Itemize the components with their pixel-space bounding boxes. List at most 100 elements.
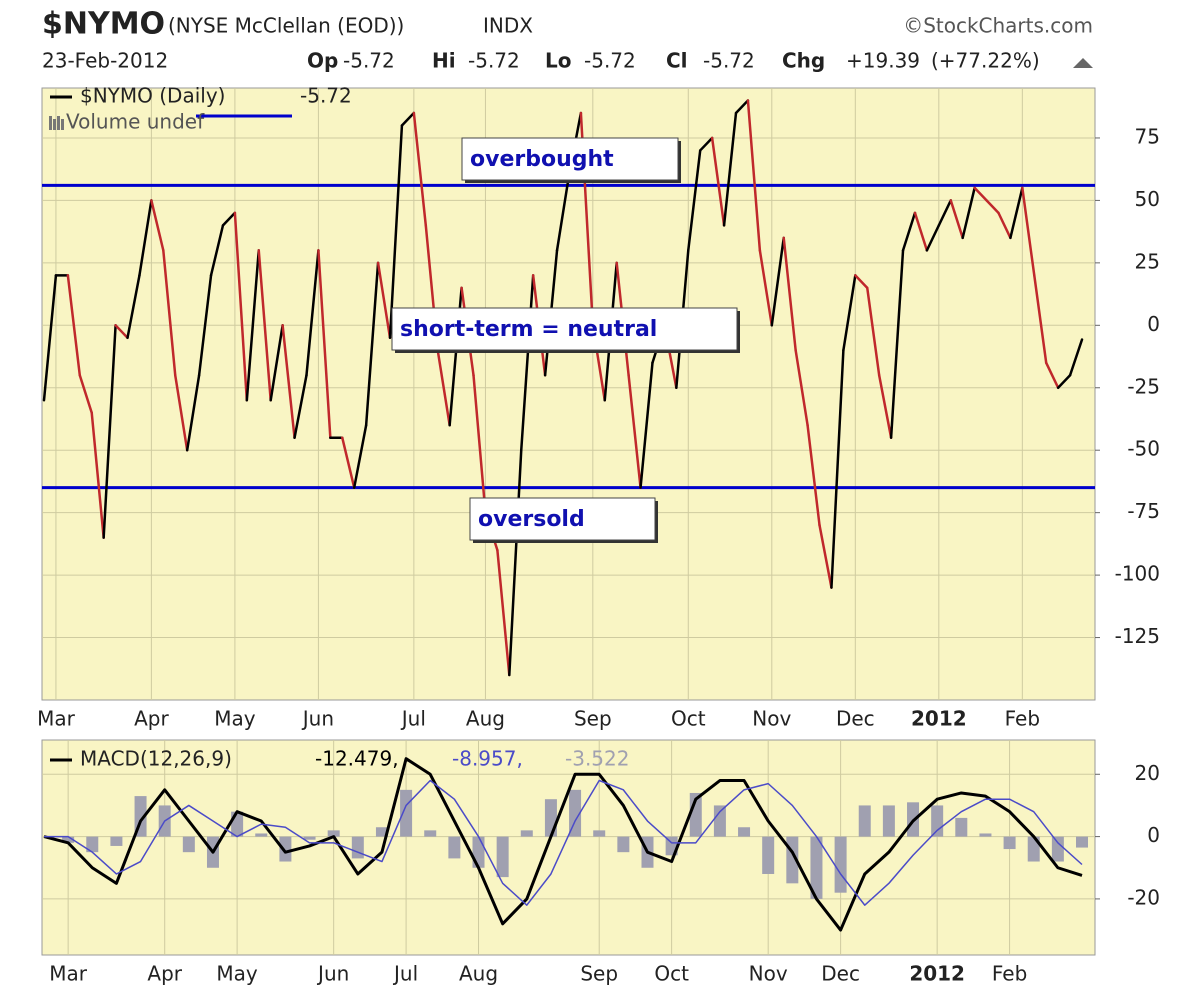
histogram-bar: [1076, 836, 1088, 848]
histogram-bar: [834, 836, 847, 893]
line-segment: [508, 448, 523, 677]
histogram-bar: [1051, 836, 1064, 862]
x-tick-label: Dec: [821, 962, 860, 986]
x-tick-label: Apr: [134, 707, 169, 731]
line-segment: [698, 136, 714, 152]
histogram-bar: [400, 789, 413, 837]
line-segment: [66, 274, 82, 377]
histogram-bar: [569, 789, 582, 837]
line-segment: [352, 423, 368, 489]
quote-value: -5.72: [468, 49, 520, 73]
line-segment: [102, 324, 117, 539]
histogram-bar: [810, 836, 823, 899]
line-segment: [734, 99, 750, 115]
line-segment: [496, 548, 511, 677]
histogram-bar: [496, 836, 509, 878]
change-pct: (+77.22%): [931, 49, 1040, 73]
legend-icon: [53, 119, 56, 130]
histogram-bar: [351, 836, 364, 859]
line-segment: [42, 274, 58, 402]
line-segment: [865, 286, 881, 377]
line-segment: [293, 374, 308, 439]
histogram-bar: [86, 836, 99, 853]
histogram-bar: [1003, 836, 1016, 850]
x-tick-label: Mar: [37, 707, 76, 731]
scroll-arrow: [1073, 58, 1093, 68]
y-tick-label: 50: [1135, 187, 1160, 211]
histogram-bar: [762, 836, 775, 874]
histogram-bar: [520, 830, 533, 837]
x-tick-label: Jun: [301, 707, 334, 731]
line-segment: [830, 349, 845, 589]
y-tick-label: 0: [1147, 312, 1160, 336]
line-segment: [1044, 361, 1060, 390]
line-segment: [782, 236, 797, 352]
line-segment: [317, 249, 332, 439]
x-tick-label: Jul: [400, 707, 426, 731]
annotation: oversold: [478, 507, 585, 532]
line-segment: [519, 274, 535, 452]
line-segment: [794, 349, 809, 427]
quote-label: Op: [307, 49, 338, 73]
line-segment: [973, 186, 988, 202]
legend-icon: [61, 119, 64, 130]
line-segment: [114, 324, 129, 340]
line-segment: [436, 349, 451, 427]
histogram-bar: [279, 836, 292, 862]
line-segment: [555, 174, 571, 252]
x-tick-label: Apr: [147, 962, 182, 986]
line-segment: [221, 211, 237, 227]
line-segment: [341, 436, 356, 489]
quote-value: +19.39: [846, 49, 920, 73]
line-segment: [472, 374, 487, 514]
line-segment: [770, 236, 785, 327]
line-segment: [889, 249, 905, 439]
line-segment: [138, 199, 153, 277]
x-tick-label: Aug: [459, 962, 498, 986]
x-tick-label: Aug: [466, 707, 505, 731]
x-tick-label: Oct: [671, 707, 706, 731]
x-tick-label: Mar: [49, 962, 88, 986]
line-segment: [388, 124, 404, 340]
plot-area: [41, 87, 1096, 701]
x-tick-label: Jul: [392, 962, 418, 986]
x-tick-label: May: [216, 962, 258, 986]
line-segment: [1033, 274, 1048, 365]
line-segment: [722, 111, 738, 227]
symbol: $NYMO: [42, 7, 165, 42]
line-segment: [1068, 338, 1084, 377]
y-tick-label: 25: [1135, 249, 1160, 273]
x-tick-label: Nov: [752, 707, 791, 731]
line-segment: [281, 324, 296, 439]
histogram-bar: [931, 805, 944, 837]
line-segment: [209, 224, 225, 277]
legend-value: -8.957,: [452, 747, 523, 771]
quote-value: -5.72: [343, 49, 395, 73]
histogram-bar: [110, 836, 123, 846]
line-segment: [150, 199, 165, 252]
line-segment: [710, 136, 726, 227]
line-segment: [269, 324, 284, 402]
line-segment: [162, 249, 177, 377]
x-tick-label: May: [214, 707, 256, 731]
source: ©StockCharts.com: [903, 14, 1093, 38]
line-segment: [412, 111, 428, 227]
line-segment: [305, 249, 320, 377]
line-segment: [173, 374, 189, 452]
histogram-bar: [327, 830, 340, 837]
histogram-bar: [593, 830, 606, 837]
line-segment: [877, 374, 893, 439]
line-segment: [746, 99, 762, 252]
line-segment: [185, 374, 201, 452]
y-tick-label: -25: [1127, 374, 1160, 398]
line-segment: [818, 523, 833, 589]
line-segment: [949, 199, 964, 240]
legend-icon: [49, 116, 52, 130]
line-segment: [90, 411, 105, 539]
x-tick-label: Feb: [992, 962, 1027, 986]
y-tick-label: -20: [1127, 885, 1160, 909]
histogram-bar: [303, 836, 316, 840]
histogram-bar: [255, 833, 268, 837]
macd-line: [43, 757, 1083, 932]
